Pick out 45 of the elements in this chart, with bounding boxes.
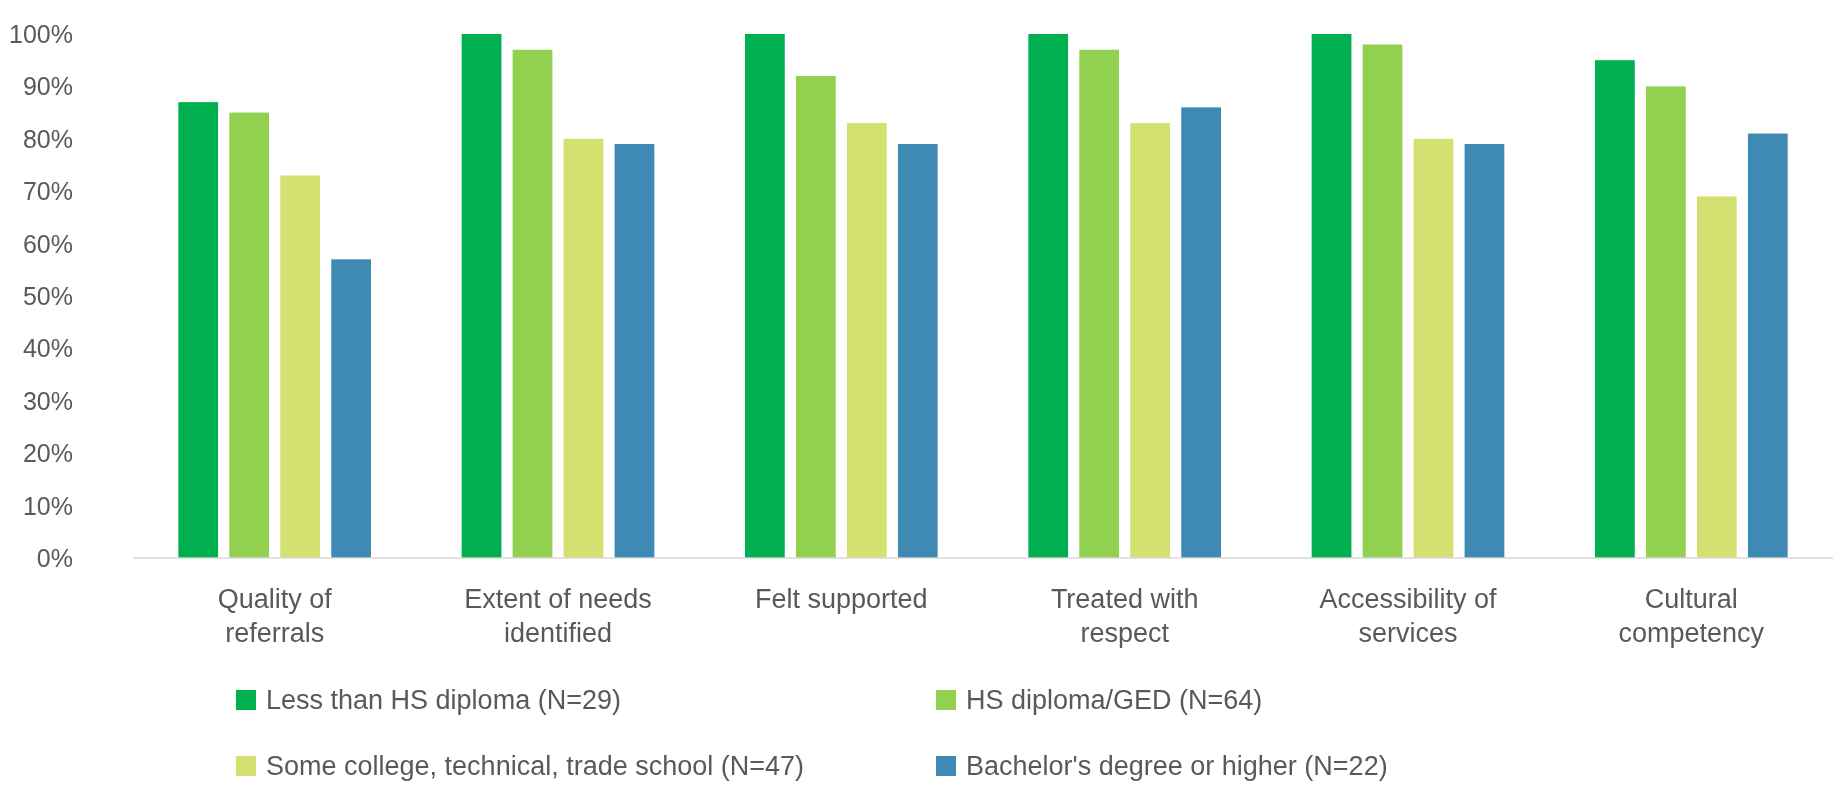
- bar: [229, 112, 270, 558]
- bar: [512, 49, 553, 558]
- y-tick-label: 70%: [22, 177, 73, 206]
- bar: [1079, 49, 1120, 558]
- y-tick-label: 80%: [22, 124, 73, 153]
- x-tick-label: Felt supported: [755, 584, 928, 614]
- bar: [331, 259, 371, 558]
- y-tick-label: 40%: [22, 334, 73, 363]
- bar: [1028, 34, 1069, 558]
- bar: [1311, 34, 1352, 558]
- y-tick-label: 100%: [9, 20, 73, 48]
- y-tick-label: 60%: [22, 229, 73, 258]
- y-tick-label: 20%: [22, 439, 73, 468]
- bar: [1362, 44, 1403, 558]
- bar: [1645, 86, 1686, 558]
- x-tick-label: Treated with respect: [1050, 584, 1199, 648]
- bar: [897, 144, 938, 558]
- legend-label: Bachelor's degree or higher (N=22): [966, 751, 1388, 781]
- y-tick-label: 90%: [22, 72, 73, 101]
- bar: [1595, 60, 1635, 558]
- bar: [280, 175, 321, 558]
- bar: [1747, 133, 1788, 558]
- x-tick-label: Cultural competency: [1618, 584, 1765, 648]
- bar: [563, 138, 604, 558]
- x-tick-label: Quality of referrals: [217, 584, 333, 648]
- legend-label: HS diploma/GED (N=64): [966, 685, 1263, 715]
- x-tick-label: Extent of needs identified: [464, 584, 652, 648]
- bar: [1464, 144, 1505, 558]
- bar: [1696, 196, 1737, 558]
- bar: [846, 123, 887, 558]
- y-tick-label: 30%: [22, 386, 73, 415]
- x-tick-label: Accessibility of services: [1319, 584, 1498, 648]
- bar: [1181, 107, 1221, 558]
- bar: [1130, 123, 1171, 558]
- bar: [614, 144, 655, 558]
- y-tick-label: 0%: [36, 544, 73, 572]
- bar: [795, 75, 836, 558]
- bar: [745, 34, 785, 558]
- legend-label: Some college, technical, trade school (N=47): [266, 751, 805, 781]
- bar: [178, 102, 219, 558]
- y-tick-label: 50%: [22, 282, 73, 310]
- legend-label: Less than HS diploma (N=29): [266, 685, 621, 715]
- bar: [461, 34, 502, 558]
- y-tick-label: 10%: [22, 491, 73, 520]
- bar: [1413, 138, 1454, 558]
